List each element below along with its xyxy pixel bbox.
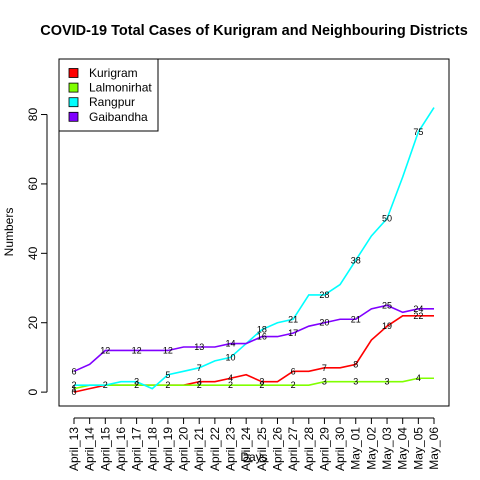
x-tick-label: May_01 (349, 427, 363, 470)
x-tick-label: April_22 (208, 427, 222, 471)
data-label: 4 (228, 373, 233, 383)
series-line-gaibandha (73, 304, 434, 373)
data-label: 2 (165, 380, 170, 390)
data-label: 38 (351, 255, 361, 265)
x-tick-label: April_18 (145, 427, 159, 471)
x-tick-label: May_05 (411, 427, 425, 470)
data-label: 22 (413, 311, 423, 321)
x-tick-label: April_27 (286, 427, 300, 471)
data-label: 3 (353, 377, 358, 387)
series-lines (73, 107, 435, 393)
data-label: 3 (259, 377, 264, 387)
legend-label-gaibandha: Gaibandha (89, 110, 148, 124)
x-tick-label: April_21 (192, 427, 206, 471)
legend-label-kurigram: Kurigram (89, 66, 138, 80)
data-label: 12 (132, 345, 142, 355)
data-label: 7 (197, 363, 202, 373)
data-label: 21 (351, 314, 361, 324)
x-tick-label: April_30 (333, 427, 347, 471)
data-label: 3 (322, 377, 327, 387)
data-label: 12 (100, 345, 110, 355)
data-label: 24 (413, 304, 423, 314)
x-axis-label: Days (240, 450, 267, 464)
data-label: 75 (413, 127, 423, 137)
x-tick-label: April_16 (114, 427, 128, 471)
data-label: 16 (257, 332, 267, 342)
series-line-rangpur (74, 107, 435, 390)
data-label: 19 (382, 321, 392, 331)
x-tick-label: April_26 (270, 427, 284, 471)
data-label: 20 (319, 318, 329, 328)
data-label: 50 (382, 214, 392, 224)
x-tick-label: May_03 (380, 427, 394, 470)
data-label: 18 (257, 325, 267, 335)
data-label: 3 (385, 377, 390, 387)
data-label: 10 (226, 352, 236, 362)
data-label: 0 (71, 387, 76, 397)
x-tick-label: April_24 (239, 427, 253, 471)
x-tick-label: May_06 (427, 427, 441, 470)
data-label: 2 (197, 380, 202, 390)
data-label: 17 (288, 328, 298, 338)
y-tick-label: 40 (26, 246, 40, 260)
data-label: 7 (322, 363, 327, 373)
x-tick-label: April_29 (317, 427, 331, 471)
x-tick-label: April_14 (83, 427, 97, 471)
series-line-lalmonirhat (73, 377, 434, 390)
data-label: 21 (288, 314, 298, 324)
data-label: 13 (194, 342, 204, 352)
data-label: 2 (259, 380, 264, 390)
legend-label-rangpur: Rangpur (89, 95, 135, 109)
x-tick-label: April_20 (177, 427, 191, 471)
x-tick-label: April_25 (255, 427, 269, 471)
legend-label-lalmonirhat: Lalmonirhat (89, 81, 152, 95)
data-label: 2 (71, 380, 76, 390)
y-axis-label: Numbers (2, 208, 16, 257)
x-tick-label: April_28 (302, 427, 316, 471)
x-tick-label: May_02 (364, 427, 378, 470)
data-label: 3 (197, 377, 202, 387)
series-line-kurigram (73, 314, 434, 393)
x-tick-label: May_04 (396, 427, 410, 470)
data-label: 3 (134, 377, 139, 387)
data-label: 2 (228, 380, 233, 390)
x-tick-label: April_15 (98, 427, 112, 471)
chart-title: COVID-19 Total Cases of Kurigram and Nei… (40, 23, 468, 39)
y-tick-label: 60 (26, 177, 40, 191)
y-tick-label: 20 (26, 316, 40, 330)
legend-swatch-gaibandha (68, 111, 79, 122)
plot-frame (58, 58, 450, 407)
legend-swatch-lalmonirhat (68, 82, 79, 93)
x-tick-label: April_17 (130, 427, 144, 471)
data-label: 1 (71, 384, 76, 394)
y-tick-label: 0 (26, 388, 40, 395)
data-label: 2 (103, 380, 108, 390)
legend-swatch-kurigram (68, 68, 79, 78)
data-label: 2 (134, 380, 139, 390)
legend-swatch-rangpur (68, 97, 79, 108)
data-label: 12 (163, 345, 173, 355)
data-label: 28 (319, 290, 329, 300)
data-label: 6 (291, 366, 296, 376)
y-tick-label: 80 (26, 108, 40, 122)
data-label: 5 (165, 370, 170, 380)
x-tick-label: April_23 (224, 427, 238, 471)
x-tick-label: April_19 (161, 427, 175, 471)
data-label: 2 (291, 380, 296, 390)
data-label: 25 (382, 300, 392, 310)
data-label: 14 (226, 339, 236, 349)
data-label: 8 (353, 359, 358, 369)
data-label: 4 (416, 373, 421, 383)
x-tick-label: April_13 (67, 427, 81, 471)
y-axis: 0 20 40 60 80 (26, 108, 48, 395)
x-axis: April_13 April_14 April_15 April_16 April_17… (67, 417, 441, 471)
data-label: 6 (71, 366, 76, 376)
